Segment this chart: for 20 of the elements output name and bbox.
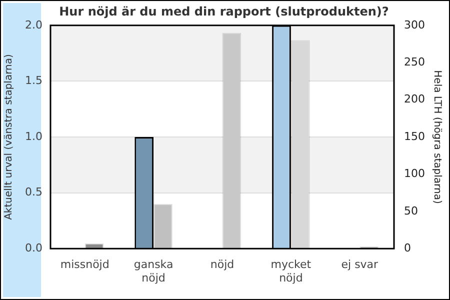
y2-tick-label: 300 [404, 18, 426, 32]
x-tick-label: ej svar [341, 258, 379, 272]
x-tick-label: ganska nöjd [134, 258, 174, 284]
y-axis-title: Aktuellt urval (vänstra staplarna) [4, 54, 15, 220]
chart-title: Hur nöjd är du med din rapport (slutprodukten)? [59, 4, 389, 18]
y2-tick-label: 50 [404, 204, 418, 218]
x-tick-label: missnöjd [60, 258, 110, 272]
y2-tick-label: 0 [404, 241, 412, 254]
y-tick-label: 1.5 [24, 74, 42, 88]
y2-tick-label: 200 [404, 92, 426, 106]
y-tick-label: 1.0 [24, 130, 42, 143]
y2-tick-label: 100 [404, 167, 426, 180]
y-tick-label: 0.5 [24, 186, 42, 199]
y2-tick-label: 250 [404, 55, 426, 68]
y2-tick-label: 150 [404, 130, 426, 143]
y-tick-label: 0.0 [24, 241, 42, 254]
x-tick-label: mycket nöjd [270, 258, 312, 284]
y-tick-label: 2.0 [24, 18, 42, 32]
y2-axis-title: Hela LTH (högra staplarna) [431, 70, 442, 204]
x-tick-label: nöjd [210, 258, 234, 272]
